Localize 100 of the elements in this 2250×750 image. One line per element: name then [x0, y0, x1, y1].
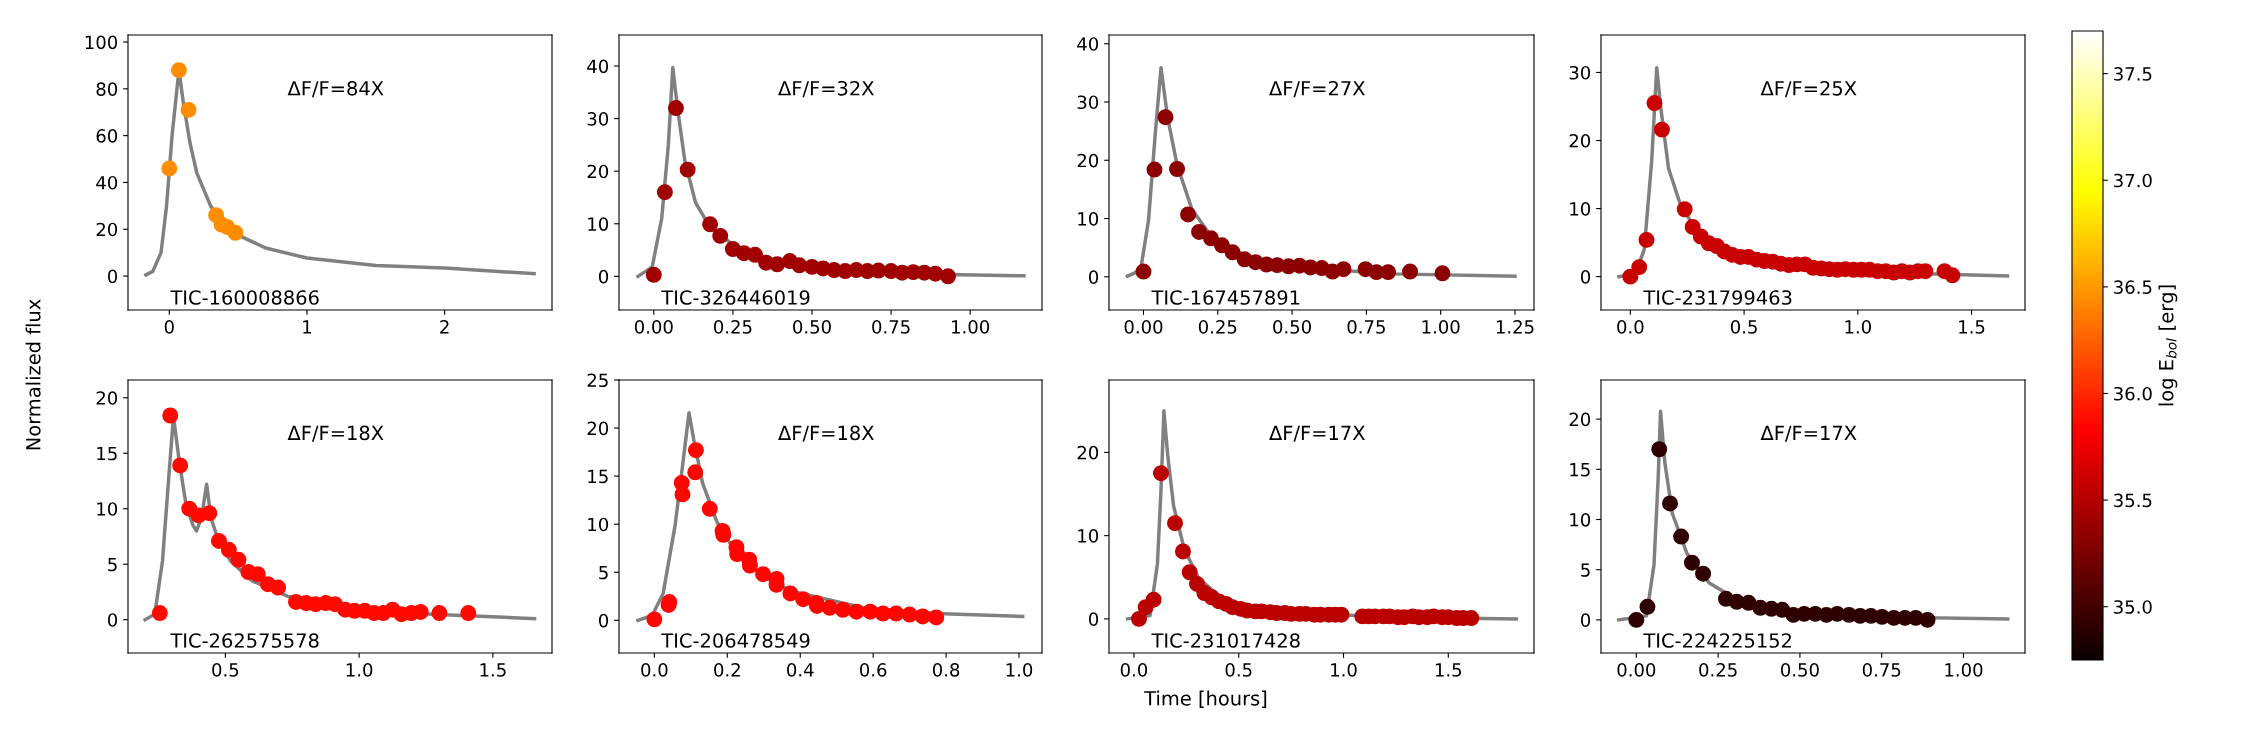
- x-tick-label: 1.0: [1331, 663, 1357, 677]
- point: [656, 184, 673, 201]
- point: [1622, 268, 1639, 285]
- point: [170, 62, 187, 79]
- y-tick-label: 20: [587, 421, 609, 436]
- y-tick-label: 20: [587, 164, 609, 179]
- y-tick-label: 10: [588, 217, 609, 231]
- point: [914, 608, 931, 625]
- y-tick-label: 40: [1077, 37, 1099, 51]
- point: [230, 551, 247, 568]
- color-bar-label: 36.5: [2114, 280, 2152, 294]
- x-tick-label: 0.50: [1273, 320, 1311, 334]
- point: [1130, 610, 1147, 627]
- x-axis-title: Time [hours]: [1144, 690, 1267, 708]
- point: [646, 611, 663, 628]
- x-tick-label: 0.75: [1347, 320, 1385, 334]
- color-bar-label: 37.0: [2114, 173, 2152, 188]
- point: [180, 101, 197, 118]
- y-tick-label: 15: [1570, 463, 1590, 477]
- point: [1202, 230, 1219, 247]
- y-tick-label: 10: [1570, 202, 1591, 216]
- y-tick-label: 10: [97, 502, 118, 516]
- point: [460, 605, 477, 622]
- point: [1167, 515, 1183, 532]
- x-tick-label: 1.00: [952, 320, 990, 334]
- point: [712, 227, 729, 244]
- point: [1174, 543, 1191, 560]
- point: [795, 591, 812, 608]
- point: [1402, 263, 1419, 280]
- y-tick-label: 0: [1580, 613, 1591, 627]
- point: [667, 100, 684, 117]
- point: [888, 605, 905, 622]
- point: [687, 442, 704, 459]
- x-tick-label: 1.5: [480, 663, 506, 677]
- point: [249, 566, 266, 583]
- y-tick-label: 0: [107, 269, 118, 284]
- y-tick-label: 30: [1569, 65, 1591, 80]
- y-tick-label: 20: [1077, 445, 1099, 460]
- point: [1157, 109, 1174, 126]
- y-tick-label: 20: [1569, 133, 1591, 148]
- x-tick-label: 0.0: [1120, 663, 1148, 677]
- x-tick-label: 1.00: [1422, 320, 1460, 334]
- point: [151, 605, 168, 622]
- point: [431, 605, 448, 622]
- point: [1152, 465, 1169, 482]
- x-tick-label: 0.4: [787, 663, 814, 677]
- y-tick-label: 0: [1088, 270, 1099, 284]
- x-tick-label: 1.5: [1435, 663, 1462, 677]
- annotation: TIC-231799463: [1643, 290, 1792, 305]
- x-tick-label: 0.2: [714, 663, 740, 677]
- y-tick-label: 15: [97, 446, 117, 461]
- x-tick-label: 0.5: [1225, 663, 1252, 677]
- y-tick-label: 5: [1581, 563, 1590, 577]
- point: [1169, 161, 1186, 177]
- point: [1944, 267, 1961, 284]
- annotation: ΔF/F=84X: [287, 80, 384, 98]
- point: [821, 599, 838, 616]
- y-tick-label: 20: [1077, 153, 1099, 168]
- point: [679, 161, 696, 178]
- color-bar-label: 35.0: [2114, 600, 2152, 614]
- y-tick-label: 25: [587, 373, 608, 388]
- point: [674, 486, 691, 503]
- point: [834, 601, 851, 618]
- annotation: TIC-206478549: [661, 633, 810, 648]
- y-tick-label: 20: [96, 391, 118, 405]
- point: [1631, 259, 1648, 276]
- color-bar-label: 35.5: [2114, 493, 2152, 508]
- point: [1638, 231, 1655, 248]
- point: [1135, 263, 1152, 280]
- y-tick-label: 10: [588, 517, 609, 532]
- line-series: [1125, 65, 1517, 278]
- point: [940, 268, 957, 285]
- x-tick-label: 1.5: [1959, 320, 1985, 334]
- point: [1146, 161, 1163, 178]
- x-tick-label: 1.0: [1006, 663, 1033, 677]
- x-tick-label: 1.25: [1496, 320, 1534, 334]
- point: [270, 579, 287, 596]
- x-tick-label: 0.00: [1617, 663, 1656, 677]
- y-tick-label: 0: [1088, 612, 1099, 626]
- point: [1180, 206, 1197, 223]
- x-tick-label: 1.0: [346, 663, 373, 677]
- x-tick-label: 0.75: [1862, 663, 1901, 677]
- point: [210, 532, 227, 549]
- y-tick-label: 5: [599, 565, 608, 580]
- annotation: ΔF/F=18X: [287, 425, 384, 442]
- y-tick-label: 0: [1580, 270, 1591, 284]
- y-tick-label: 0: [598, 613, 609, 628]
- x-tick-label: 0.75: [872, 320, 910, 334]
- x-tick-label: 0.6: [860, 663, 887, 677]
- color-bar-label: 37.5: [2114, 67, 2152, 81]
- x-tick-label: 0.00: [1124, 320, 1163, 334]
- y-tick-label: 20: [96, 222, 118, 237]
- point: [848, 603, 865, 620]
- annotation: ΔF/F=25X: [1760, 80, 1857, 98]
- annotation: TIC-262575578: [170, 633, 319, 648]
- annotation: ΔF/F=17X: [1269, 425, 1365, 442]
- y-tick-label: 40: [96, 175, 118, 190]
- annotation: TIC-224225152: [1643, 633, 1791, 648]
- point: [220, 541, 237, 558]
- point: [172, 457, 189, 474]
